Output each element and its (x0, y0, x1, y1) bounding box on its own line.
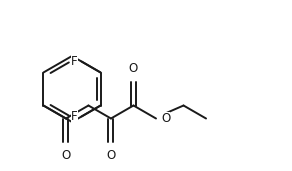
Text: O: O (129, 62, 138, 75)
Text: O: O (106, 149, 116, 162)
Text: F: F (71, 55, 78, 68)
Text: O: O (161, 112, 170, 125)
Text: O: O (61, 149, 71, 162)
Text: F: F (71, 110, 78, 123)
